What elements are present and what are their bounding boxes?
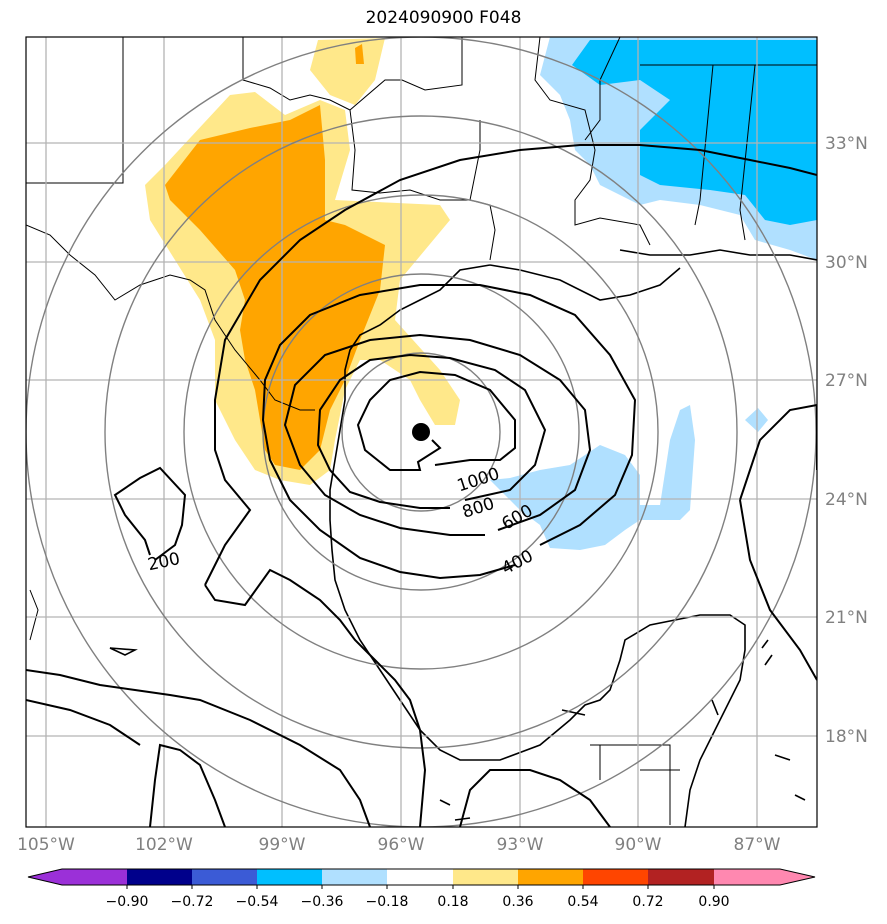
colorbar-outline [27,868,816,886]
contour-200-sw [149,743,226,827]
contour-200-south [26,669,371,827]
colorbar-tick-marks [126,885,715,889]
lon-label: 105°W [17,835,75,855]
colorbar-segment [127,869,193,885]
fill-orange-west [165,105,385,470]
colorbar-tick-label: −0.36 [301,894,344,910]
lat-label: 18°N [825,727,868,747]
colorbar-extend-high [780,869,815,885]
lat-label: 30°N [825,253,868,273]
colorbar-segment [387,869,454,885]
lat-label: 21°N [825,608,868,628]
lat-tick-labels: 33°N 30°N 27°N 24°N 21°N 18°N [825,134,868,747]
colorbar-tick-label: 0.90 [698,894,729,910]
colorbar-segment [257,869,323,885]
contour-200-east [739,404,817,501]
contour-200-east2 [739,499,817,681]
lon-label: 93°W [497,835,544,855]
contour-lines [26,144,817,827]
contour-200-se [459,769,611,827]
colorbar-segment [62,869,128,885]
colorbar-segment [192,869,258,885]
colorbar-tick-label: 0.36 [502,894,533,910]
contour-600 [283,333,592,536]
colorbar: −0.90 −0.72 −0.54 −0.36 −0.18 0.18 0.36 … [27,868,816,910]
colorbar-segment [714,869,781,885]
lon-label: 102°W [135,835,193,855]
fill-orange-notch [355,44,364,64]
lat-label: 24°N [825,490,868,510]
fill-light-yellow-north [310,38,385,105]
lon-label: 96°W [378,835,425,855]
lat-label: 33°N [825,134,868,154]
colorbar-tick-label: −0.90 [106,894,149,910]
colorbar-tick-label: 0.54 [567,894,598,910]
colorbar-segment [453,869,519,885]
colorbar-tick-label: 0.18 [437,894,468,910]
lat-label: 27°N [825,371,868,391]
colorbar-tick-label: −0.72 [171,894,214,910]
map-panel: 1000 800 600 400 200 [26,37,817,827]
colorbar-segment [583,869,649,885]
colorbar-segment [518,869,584,885]
colorbar-tick-label: 0.72 [632,894,663,910]
colorbar-tick-label: −0.18 [366,894,409,910]
map-title: 2024090900 F048 [365,8,522,28]
lon-label: 99°W [259,835,306,855]
contour-200-loop [113,466,187,561]
shading-positive [145,38,460,485]
colorbar-segment [648,869,715,885]
contour-200-main [204,144,817,586]
contour-400 [261,284,637,580]
contour-200-west [204,568,427,827]
lon-label: 87°W [734,835,781,855]
map-frame [25,36,818,828]
colorbar-segment [322,869,388,885]
state-borders [26,37,817,825]
fill-deep-blue-ne [572,40,817,225]
lon-tick-labels: 105°W 102°W 99°W 96°W 93°W 90°W 87°W [17,835,781,855]
colorbar-tick-label: −0.54 [236,894,279,910]
coastline [109,249,817,827]
contour-200-south2 [26,699,141,746]
lon-label: 90°W [615,835,662,855]
storm-center-marker [412,423,430,441]
contour-800 [316,353,547,509]
contour-1000 [356,370,516,471]
colorbar-extend-low [28,869,62,885]
